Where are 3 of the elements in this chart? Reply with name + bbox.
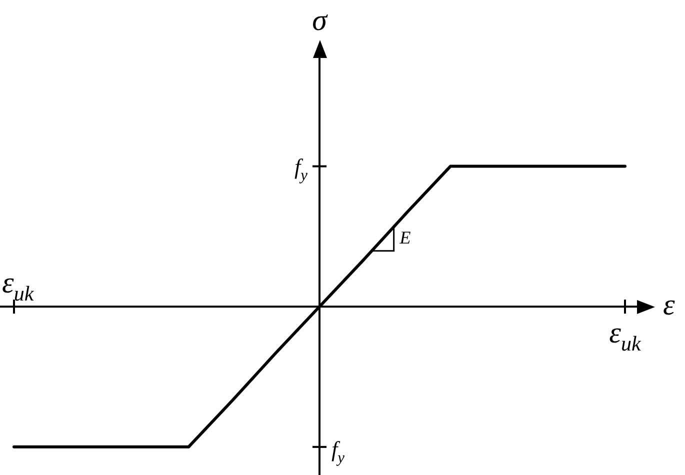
annotation: E	[398, 228, 411, 248]
y-axis-title: σ	[312, 4, 328, 37]
x-axis-title: ε	[663, 288, 675, 322]
